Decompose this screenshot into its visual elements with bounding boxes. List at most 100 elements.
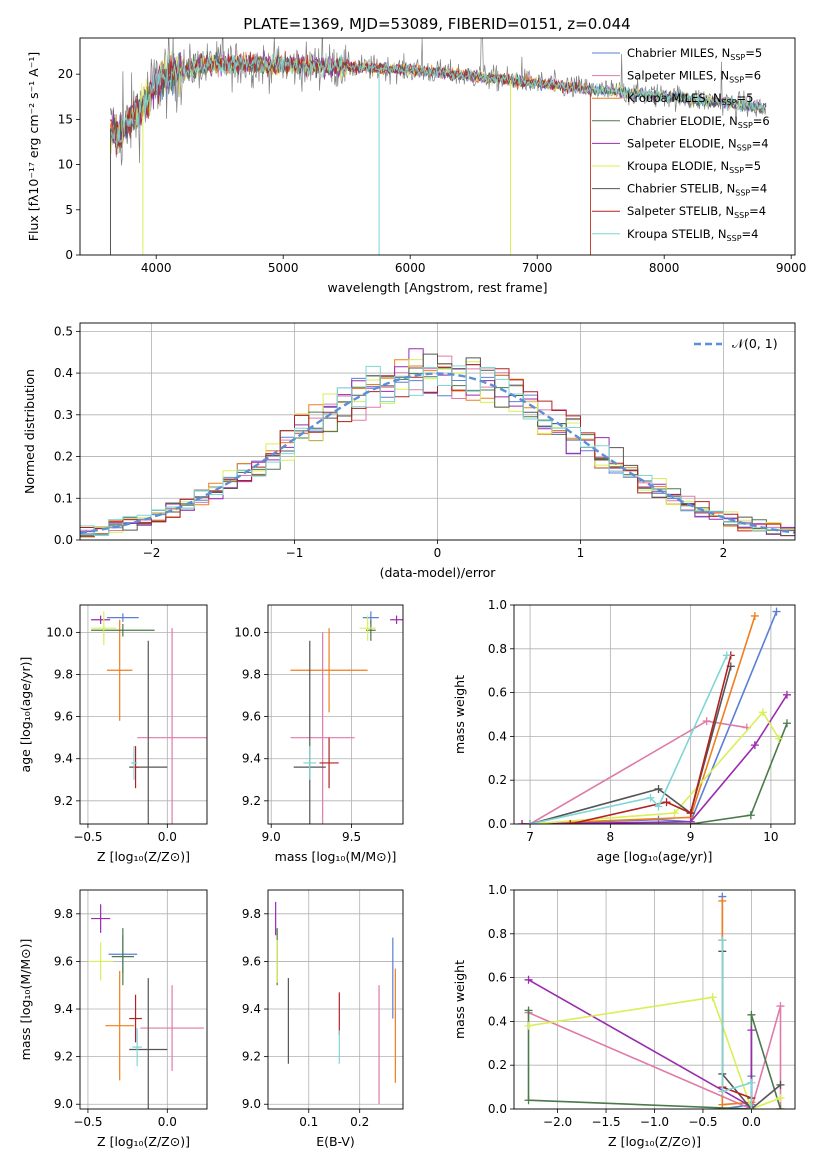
plot-area-residuals <box>80 348 795 538</box>
axes-frame <box>79 604 208 825</box>
weight-marker <box>524 1021 533 1030</box>
y-tick-label: 0.6 <box>488 971 507 985</box>
legend-entry: Kroupa ELODIE, NSSP=5 <box>627 159 761 175</box>
gaussian-curve <box>80 372 795 534</box>
weight-marker <box>526 820 535 824</box>
x-tick-label: 0.0 <box>158 830 177 844</box>
y-tick-label: 0.2 <box>488 1058 507 1072</box>
weight-marker <box>708 993 717 1002</box>
legend-entry: Kroupa STELIB, NSSP=4 <box>627 227 758 243</box>
y-axis-label: mass weight <box>452 960 467 1039</box>
x-tick-label: 7000 <box>522 261 553 275</box>
weight-line <box>528 1005 782 1109</box>
residual-histogram <box>80 365 795 536</box>
weight-line <box>721 940 752 1099</box>
axes-frame <box>79 322 796 541</box>
y-tick-label: 0.0 <box>488 1102 507 1116</box>
weight-marker <box>747 1010 756 1019</box>
weight-marker <box>774 734 783 743</box>
weight-marker <box>746 811 755 820</box>
weight-marker <box>722 651 731 660</box>
weight-marker <box>686 817 695 824</box>
y-tick-label: 0.6 <box>488 686 507 700</box>
x-tick-label: −1.0 <box>640 1115 669 1129</box>
x-tick-label: 6000 <box>395 261 426 275</box>
panel-mass_vs_Z: −0.5 0.0 9.0 9.2 9.4 9.6 9.8 Z [log₁₀(Z/Z⊙)] mas… <box>18 889 208 1149</box>
y-tick-label: 0.2 <box>54 450 73 464</box>
weight-marker <box>747 1078 756 1087</box>
x-tick-label: 8000 <box>649 261 680 275</box>
weight-marker <box>782 719 791 728</box>
weight-line <box>530 723 788 824</box>
y-tick-label: 10.0 <box>46 625 73 639</box>
weight-line <box>527 1010 782 1109</box>
weight-marker <box>702 717 711 726</box>
y-tick-label: 5 <box>65 203 73 217</box>
plot-area-weights_vs_Z <box>524 892 785 1109</box>
x-axis-label: wavelength [Angstrom, rest frame] <box>327 280 547 295</box>
legend-entry: Salpeter ELODIE, NSSP=4 <box>627 136 769 152</box>
y-tick-label: 1.0 <box>488 598 507 612</box>
plot-area-spectrum <box>109 38 767 255</box>
y-tick-label: 0.0 <box>54 533 73 547</box>
panel-age_vs_Z: −0.5 0.0 9.2 9.4 9.6 9.8 10.0 Z [log₁₀(Z/Z⊙)] ag… <box>18 604 208 864</box>
x-tick-label: −0.5 <box>688 1115 717 1129</box>
x-axis-label: Z [log₁₀(Z/Z⊙)] <box>97 1134 190 1149</box>
y-tick-label: 0.4 <box>488 729 507 743</box>
x-tick-label: 1 <box>577 546 585 560</box>
y-tick-label: 0.5 <box>54 324 73 338</box>
weight-marker <box>776 1080 785 1089</box>
y-tick-label: 0.1 <box>54 491 73 505</box>
residual-histogram <box>80 364 795 535</box>
y-tick-label: 0.4 <box>488 1014 507 1028</box>
weight-marker <box>524 975 533 984</box>
y-tick-label: 9.8 <box>54 907 73 921</box>
y-tick-label: 9.6 <box>54 710 73 724</box>
y-tick-label: 9.4 <box>54 752 73 766</box>
weight-marker <box>670 809 679 818</box>
y-tick-label: 20 <box>58 67 73 81</box>
weight-marker <box>750 741 759 750</box>
weight-marker <box>776 1094 785 1103</box>
y-tick-label: 0.8 <box>488 642 507 656</box>
legend-entry: Salpeter STELIB, NSSP=4 <box>627 204 766 220</box>
legend-entry: Salpeter MILES, NSSP=6 <box>627 69 761 85</box>
y-tick-label: 0.4 <box>54 366 73 380</box>
y-tick-label: 9.8 <box>242 667 261 681</box>
axes-frame <box>513 889 796 1110</box>
plot-area-mass_vs_ebv <box>275 901 396 1105</box>
y-tick-label: 0.0 <box>488 817 507 831</box>
weight-line <box>528 996 781 1109</box>
weight-marker <box>758 708 767 717</box>
axes-frame <box>79 889 208 1110</box>
weight-line <box>530 710 780 824</box>
weight-marker <box>772 607 781 616</box>
panel-residuals: −2 −1 0 1 2 0.0 0.1 0.2 0.3 0.4 0.5 (data-model)/er… <box>22 322 796 580</box>
weight-marker <box>524 1006 533 1015</box>
weight-marker <box>776 1002 785 1011</box>
legend-entry: Chabrier ELODIE, NSSP=6 <box>627 114 770 130</box>
x-axis-label: Z [log₁₀(Z/Z⊙)] <box>97 849 190 864</box>
weight-line <box>529 655 728 824</box>
x-axis-label: (data-model)/error <box>380 565 497 580</box>
axes-frame <box>267 889 404 1110</box>
panel-age_vs_mass: 9.0 9.5 9.2 9.4 9.6 9.8 10.0 mass [log₁₀(M/M⊙)] <box>234 604 404 864</box>
weight-line <box>528 979 753 1109</box>
y-tick-label: 9.0 <box>54 1097 73 1111</box>
plot-area-mass_vs_Z <box>87 904 204 1109</box>
weight-marker <box>524 1096 533 1105</box>
legend-entry: Chabrier MILES, NSSP=5 <box>627 46 762 62</box>
y-tick-label: 9.2 <box>242 794 261 808</box>
plot-area-age_vs_mass <box>290 611 403 824</box>
legend-entry: Kroupa MILES, NSSP=5 <box>627 91 753 107</box>
weight-marker <box>718 896 727 905</box>
x-tick-label: −2 <box>143 546 161 560</box>
y-axis-label: mass [log₁₀(M/M⊙)] <box>18 939 33 1061</box>
y-tick-label: 10.0 <box>234 625 261 639</box>
weight-line <box>529 666 732 824</box>
x-tick-label: 9000 <box>776 261 807 275</box>
x-tick-label: −1 <box>286 546 304 560</box>
x-tick-label: 10 <box>763 830 778 844</box>
axes-frame <box>267 604 404 825</box>
